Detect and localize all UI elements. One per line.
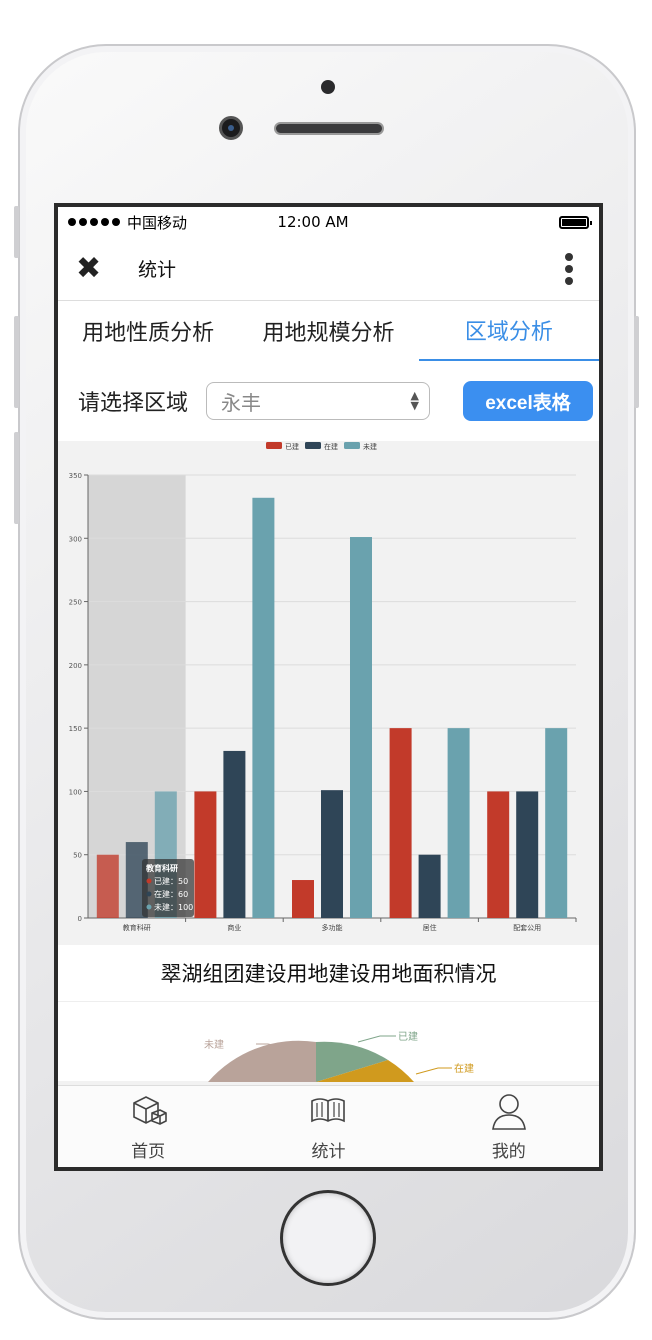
tab-mine-label: 我的: [491, 1142, 526, 1162]
close-icon[interactable]: ✖: [76, 251, 102, 286]
x-tick-label: 商业: [227, 923, 241, 932]
tab-region[interactable]: 区域分析: [418, 301, 599, 361]
volume-up-button: [14, 316, 19, 408]
pie-label-unbuilt: 未建: [204, 1038, 224, 1051]
pie-label-built: 已建: [398, 1030, 418, 1043]
nav-bar: ✖ 统计: [58, 237, 599, 301]
bar: [321, 790, 343, 918]
bar: [487, 791, 510, 918]
sensor-dot: [321, 80, 335, 94]
tooltip-dot: [146, 904, 152, 910]
y-tick-label: 350: [69, 472, 82, 480]
x-tick-label: 居住: [423, 923, 437, 932]
y-tick-label: 50: [73, 852, 82, 860]
front-camera: [219, 116, 243, 140]
pie-chart: 未建 已建 在建: [204, 1030, 474, 1082]
tooltip-dot: [146, 878, 152, 884]
pie-slice-unbuilt: [208, 1040, 316, 1082]
tooltip-title: 教育科研: [145, 863, 178, 873]
bottom-tab-bar: 首页 统计 我的: [58, 1085, 599, 1167]
battery-icon: [559, 215, 592, 229]
tab-stats-label: 统计: [311, 1142, 346, 1162]
volume-down-button: [14, 432, 19, 524]
tooltip-line: 在建：60: [154, 889, 188, 899]
signal-dot: [79, 218, 87, 226]
bar: [223, 750, 246, 918]
pie-chart-area: 未建 已建 在建: [58, 1001, 599, 1082]
earpiece-speaker: [274, 122, 384, 135]
bar: [389, 728, 412, 918]
legend-swatch: [305, 442, 321, 449]
x-tick-label: 多功能: [322, 923, 343, 932]
bar: [194, 791, 217, 918]
x-tick-label: 配套公用: [513, 923, 541, 932]
bar: [252, 497, 275, 918]
book-icon: [311, 1098, 346, 1123]
tooltip-dot: [146, 891, 152, 897]
home-button[interactable]: [280, 1190, 376, 1286]
bar: [516, 791, 539, 918]
pie-label-building: 在建: [454, 1062, 474, 1075]
tab-land-scale[interactable]: 用地规模分析: [262, 321, 395, 346]
user-icon: [491, 1094, 526, 1130]
legend-label: 在建: [324, 442, 338, 451]
y-tick-label: 150: [69, 725, 82, 733]
status-bar: 中国移动 12:00 AM: [58, 207, 599, 237]
tooltip-line: 已建：50: [154, 876, 188, 886]
bar: [350, 537, 372, 918]
x-tick-label: 教育科研: [123, 923, 151, 932]
y-tick-label: 100: [69, 788, 82, 796]
signal-dot: [112, 218, 120, 226]
legend-swatch: [266, 442, 282, 449]
y-tick-label: 200: [69, 662, 82, 670]
y-tick-label: 300: [69, 535, 82, 543]
tab-land-nature[interactable]: 用地性质分析: [82, 321, 215, 346]
bar: [545, 728, 568, 918]
tab-home[interactable]: 首页: [58, 1086, 238, 1167]
more-vertical-icon[interactable]: [565, 252, 573, 285]
bar: [418, 854, 441, 918]
power-button: [634, 316, 639, 408]
tab-home-label: 首页: [131, 1142, 166, 1162]
signal-dot: [101, 218, 109, 226]
analysis-tabs: 用地性质分析 用地规模分析 区域分析: [58, 301, 599, 361]
legend-label: 未建: [363, 442, 377, 451]
region-filter: 请选择区域 永丰 ▲ ▼ excel表格: [58, 361, 599, 441]
select-arrows-icon: ▲ ▼: [410, 389, 419, 412]
pie-slice-building: [316, 1060, 414, 1082]
box-icon: [133, 1096, 167, 1125]
tab-mine[interactable]: 我的: [419, 1086, 599, 1167]
bar: [96, 854, 119, 918]
tooltip-box: [142, 859, 194, 917]
carrier-name: 中国移动: [127, 213, 188, 232]
bar: [447, 728, 470, 918]
status-time: 12:00 AM: [277, 213, 349, 231]
y-tick-label: 0: [78, 915, 82, 923]
page-title: 统计: [138, 259, 177, 281]
section-title: 翠湖组团建设用地建设用地面积情况: [58, 945, 599, 1001]
bar-chart-card: 0 50 100 150 200 250 300 350 教育科研 商业 多功能 居住 配套公用 已建 在建…: [58, 441, 599, 945]
region-select[interactable]: 永丰 ▲ ▼: [206, 382, 430, 420]
signal-dot: [90, 218, 98, 226]
pie-slice-built: [316, 1041, 388, 1082]
excel-button[interactable]: excel表格: [463, 381, 593, 421]
carrier-group: 中国移动: [68, 212, 187, 233]
region-label: 请选择区域: [78, 391, 189, 416]
app-screen: 中国移动 12:00 AM ✖ 统计 用地性质分析 用地规模分析 区域分析 请选…: [54, 203, 603, 1171]
legend-label: 已建: [285, 442, 299, 451]
mute-switch: [14, 206, 19, 258]
bar: [292, 880, 314, 918]
region-select-value: 永丰: [221, 390, 261, 415]
signal-dot: [68, 218, 76, 226]
legend-swatch: [344, 442, 360, 449]
tooltip-line: 未建：100: [154, 902, 193, 912]
tab-stats[interactable]: 统计: [238, 1086, 418, 1167]
y-tick-label: 250: [69, 599, 82, 607]
